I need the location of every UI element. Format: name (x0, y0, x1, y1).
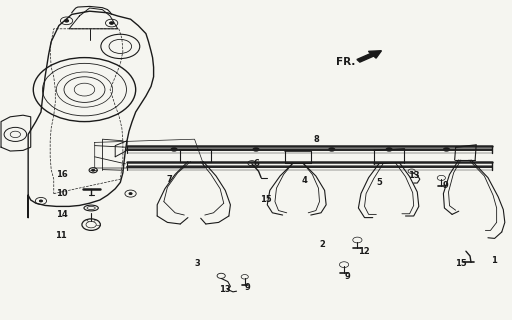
Circle shape (252, 147, 260, 152)
Circle shape (39, 200, 42, 202)
Circle shape (129, 193, 132, 195)
Text: 13: 13 (220, 285, 231, 294)
Text: 9: 9 (245, 284, 251, 292)
Text: 16: 16 (56, 170, 67, 179)
Circle shape (443, 147, 450, 152)
Text: 8: 8 (313, 135, 319, 144)
Text: 4: 4 (302, 176, 308, 185)
Text: 13: 13 (408, 172, 419, 180)
Circle shape (170, 147, 178, 152)
Text: 9: 9 (442, 181, 449, 190)
Text: 9: 9 (344, 272, 350, 281)
Text: FR.: FR. (336, 57, 356, 68)
FancyArrow shape (357, 51, 381, 62)
Text: 3: 3 (194, 260, 200, 268)
Circle shape (65, 20, 69, 22)
Text: 1: 1 (491, 256, 497, 265)
Text: 7: 7 (166, 175, 172, 184)
Text: 10: 10 (56, 189, 67, 198)
Text: 6: 6 (253, 159, 259, 168)
Text: 15: 15 (261, 196, 272, 204)
Text: 14: 14 (56, 210, 67, 219)
Text: 12: 12 (358, 247, 369, 256)
Circle shape (328, 147, 335, 152)
Circle shape (386, 147, 393, 152)
Text: 2: 2 (319, 240, 326, 249)
Circle shape (92, 169, 95, 171)
Text: 5: 5 (376, 178, 382, 187)
Text: 11: 11 (55, 231, 66, 240)
Text: 15: 15 (455, 260, 466, 268)
Circle shape (110, 22, 114, 24)
